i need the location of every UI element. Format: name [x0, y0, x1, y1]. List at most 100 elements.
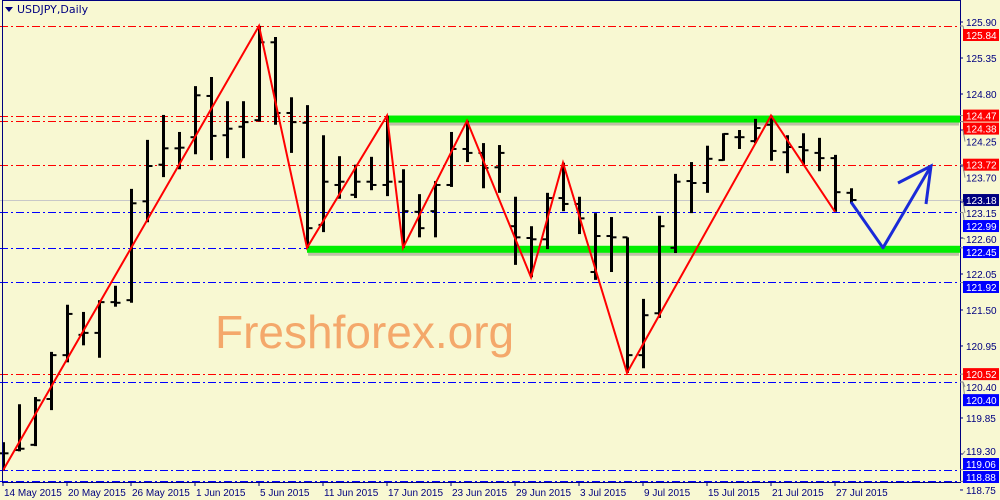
label-leader — [962, 201, 966, 214]
ohlc-bar — [702, 145, 713, 193]
x-tick-label: 5 Jun 2015 — [260, 488, 310, 499]
label-leader — [962, 165, 966, 178]
y-tick-label: 122.60 — [966, 235, 997, 246]
arrow-head-icon — [897, 163, 933, 205]
zigzag-line — [2, 23, 836, 471]
price-label-box — [963, 458, 999, 470]
price-label-box — [963, 280, 999, 293]
price-label: 120.52 — [966, 370, 997, 381]
ohlc-bar — [686, 162, 697, 214]
ohlc-bar — [238, 101, 249, 159]
y-tick-label: 125.90 — [966, 18, 997, 29]
y-tick-label: 123.15 — [966, 209, 997, 220]
price-label: 119.06 — [966, 460, 996, 471]
price-label-box — [963, 471, 999, 483]
y-tick-label: 118.75 — [966, 486, 996, 497]
ohlc-bar — [302, 105, 313, 248]
price-label-box — [963, 158, 999, 171]
ohlc-bar — [14, 404, 25, 452]
y-tick-label: 122.05 — [966, 270, 997, 281]
dropdown-triangle-icon[interactable] — [5, 7, 13, 12]
price-label: 120.40 — [966, 396, 997, 407]
y-tick-label: 125.35 — [966, 54, 997, 65]
ohlc-bar — [494, 145, 505, 193]
ohlc-bar — [766, 115, 777, 161]
x-tick-label: 14 May 2015 — [4, 488, 62, 499]
ohlc-bar — [142, 139, 153, 223]
price-label: 123.72 — [966, 161, 997, 172]
y-tick-label: 121.50 — [966, 306, 997, 317]
y-tick-label: 123.70 — [966, 174, 997, 185]
ohlc-bar — [46, 351, 57, 411]
ohlc-bar — [206, 76, 217, 161]
price-label-box — [963, 246, 999, 259]
ohlc-bar — [110, 285, 121, 307]
ohlc-bar — [430, 181, 441, 238]
price-label-box — [963, 194, 999, 207]
ohlc-bar — [654, 215, 665, 318]
price-label: 122.99 — [966, 222, 997, 233]
ohlc-bar — [718, 132, 729, 162]
ohlc-bar — [318, 135, 329, 233]
price-label: 124.47 — [966, 112, 997, 123]
ohlc-bar — [606, 217, 617, 273]
x-tick-label: 26 May 2015 — [132, 488, 190, 499]
ohlc-bar — [270, 37, 281, 125]
forecast-arrow — [849, 165, 933, 250]
x-tick-label: 27 Jul 2015 — [836, 488, 888, 499]
price-label-box — [963, 394, 999, 407]
ohlc-bar — [510, 196, 521, 265]
ohlc-bar — [750, 118, 761, 144]
ohlc-bar — [366, 156, 377, 191]
y-tick-label: 124.25 — [966, 138, 997, 149]
ohlc-bar — [0, 442, 9, 471]
chart-title: USDJPY,Daily — [5, 3, 88, 16]
ohlc-bar — [350, 164, 361, 199]
symbol-timeframe-label: USDJPY,Daily — [17, 3, 89, 16]
price-label-box — [963, 368, 999, 381]
support-resistance-zone — [387, 115, 960, 123]
price-label: 123.18 — [966, 196, 997, 207]
ohlc-bar — [814, 137, 825, 172]
ohlc-bar — [846, 188, 857, 204]
ohlc-bar — [526, 226, 537, 278]
ohlc-bar — [286, 97, 297, 153]
x-tick-label: 29 Jun 2015 — [516, 488, 571, 499]
price-label: 118.88 — [966, 473, 996, 484]
y-tick-label: 120.40 — [966, 383, 997, 394]
price-label: 125.84 — [966, 31, 997, 42]
x-tick-label: 11 Jun 2015 — [324, 488, 379, 499]
ohlc-bar — [670, 173, 681, 254]
plot-frame — [2, 0, 961, 483]
ohlc-bar — [334, 156, 345, 199]
ohlc-bar — [398, 169, 409, 248]
ohlc-bar — [222, 101, 233, 159]
ohlc-bar — [734, 129, 745, 149]
support-resistance-zone — [307, 245, 960, 253]
x-tick-label: 9 Jul 2015 — [644, 488, 691, 499]
price-label-box — [963, 109, 999, 122]
price-label: 124.38 — [966, 125, 997, 136]
label-leader — [962, 450, 966, 455]
y-tick-label: 119.85 — [966, 414, 996, 425]
x-tick-label: 1 Jun 2015 — [196, 488, 246, 499]
price-label-box — [963, 29, 999, 42]
price-label-box — [963, 220, 999, 233]
price-label: 122.45 — [966, 248, 997, 259]
x-tick-label: 17 Jun 2015 — [388, 488, 443, 499]
watermark: Freshforex.org — [215, 306, 515, 358]
x-tick-label: 15 Jul 2015 — [708, 488, 760, 499]
y-tick-label: 120.95 — [966, 342, 997, 353]
ohlc-bar — [638, 298, 649, 369]
x-tick-label: 20 May 2015 — [68, 488, 126, 499]
ohlc-bar — [462, 120, 473, 163]
ohlc-bar — [382, 115, 393, 197]
price-label-box — [963, 122, 999, 135]
ohlc-bar — [30, 397, 41, 447]
price-label: 121.92 — [966, 283, 997, 294]
y-tick-label: 119.30 — [966, 447, 996, 458]
label-leader — [962, 237, 966, 240]
ohlc-bar — [830, 154, 841, 212]
